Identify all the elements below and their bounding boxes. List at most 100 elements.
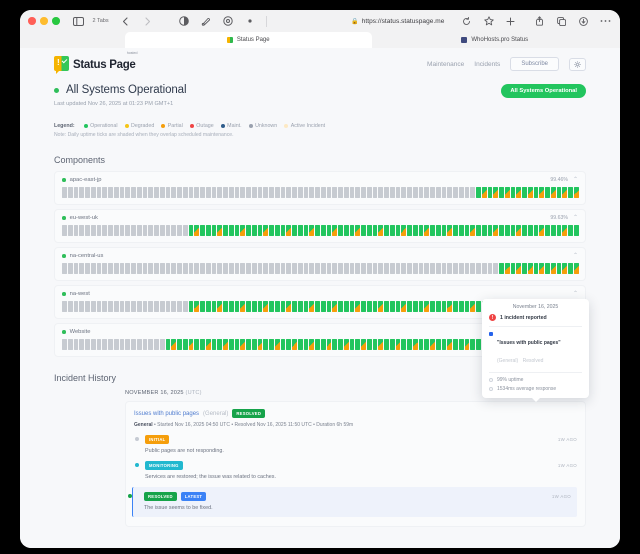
uptime-tick[interactable] <box>165 263 171 274</box>
uptime-tick[interactable] <box>303 187 309 198</box>
uptime-tick[interactable] <box>522 263 527 274</box>
uptime-tick[interactable] <box>62 339 67 350</box>
uptime-tick[interactable] <box>234 187 240 198</box>
uptime-tick[interactable] <box>332 187 337 198</box>
uptime-tick[interactable] <box>280 263 286 274</box>
uptime-tick[interactable] <box>108 339 113 350</box>
uptime-tick[interactable] <box>539 187 544 198</box>
uptime-tick[interactable] <box>539 263 544 274</box>
uptime-tick[interactable] <box>499 263 504 274</box>
uptime-tick[interactable] <box>412 263 418 274</box>
uptime-tick[interactable] <box>550 187 556 198</box>
uptime-tick[interactable] <box>424 339 429 350</box>
uptime-tick[interactable] <box>343 339 349 350</box>
uptime-tick[interactable] <box>136 225 142 236</box>
uptime-tick[interactable] <box>355 225 360 236</box>
nav-incidents[interactable]: Incidents <box>474 60 501 68</box>
uptime-tick[interactable] <box>154 339 159 350</box>
uptime-tick[interactable] <box>441 339 447 350</box>
uptime-tick[interactable] <box>79 187 84 198</box>
uptime-tick[interactable] <box>67 339 73 350</box>
uptime-tick[interactable] <box>372 225 378 236</box>
uptime-tick[interactable] <box>361 225 366 236</box>
uptime-tick[interactable] <box>453 187 458 198</box>
uptime-tick[interactable] <box>493 187 498 198</box>
uptime-tick[interactable] <box>533 187 539 198</box>
uptime-tick[interactable] <box>355 301 360 312</box>
uptime-tick[interactable] <box>125 301 130 312</box>
uptime-tick[interactable] <box>280 187 286 198</box>
uptime-tick[interactable] <box>355 263 360 274</box>
uptime-tick[interactable] <box>67 225 73 236</box>
uptime-tick[interactable] <box>159 301 165 312</box>
uptime-tick[interactable] <box>154 301 159 312</box>
uptime-tick[interactable] <box>361 263 366 274</box>
component-card[interactable]: apac-east-jp 99.46% ⌃ <box>54 171 586 205</box>
uptime-tick[interactable] <box>113 301 119 312</box>
uptime-tick[interactable] <box>510 187 516 198</box>
uptime-tick[interactable] <box>274 263 280 274</box>
uptime-tick[interactable] <box>125 187 130 198</box>
address-bar[interactable]: 🔒 https://status.statuspage.me <box>279 14 517 28</box>
uptime-tick[interactable] <box>177 187 182 198</box>
uptime-tick[interactable] <box>257 187 263 198</box>
uptime-tick[interactable] <box>269 187 274 198</box>
uptime-tick[interactable] <box>361 339 366 350</box>
uptime-tick[interactable] <box>453 301 458 312</box>
uptime-tick[interactable] <box>79 225 84 236</box>
uptime-tick[interactable] <box>435 187 441 198</box>
uptime-tick[interactable] <box>303 263 309 274</box>
uptime-tick[interactable] <box>292 187 297 198</box>
uptime-tick[interactable] <box>73 225 79 236</box>
uptime-tick[interactable] <box>297 301 303 312</box>
chevron-up-icon[interactable]: ⌃ <box>572 215 578 221</box>
uptime-tick[interactable] <box>125 339 130 350</box>
uptime-tick[interactable] <box>389 225 395 236</box>
uptime-tick[interactable] <box>303 339 309 350</box>
uptime-tick[interactable] <box>79 339 84 350</box>
uptime-tick[interactable] <box>384 301 389 312</box>
uptime-tick[interactable] <box>200 225 205 236</box>
uptime-tick[interactable] <box>326 339 332 350</box>
uptime-tick[interactable] <box>240 263 245 274</box>
uptime-tick[interactable] <box>343 187 349 198</box>
uptime-tick[interactable] <box>200 301 205 312</box>
uptime-tick[interactable] <box>395 301 401 312</box>
chevron-up-icon[interactable]: ⌃ <box>572 291 578 297</box>
uptime-tick[interactable] <box>470 225 475 236</box>
uptime-tick[interactable] <box>464 225 470 236</box>
uptime-tick[interactable] <box>154 225 159 236</box>
page-style-icon[interactable] <box>200 15 213 28</box>
uptime-tick[interactable] <box>338 301 343 312</box>
uptime-tick[interactable] <box>326 263 332 274</box>
uptime-tick[interactable] <box>217 225 222 236</box>
uptime-tick[interactable] <box>142 187 148 198</box>
uptime-tick[interactable] <box>292 301 297 312</box>
uptime-tick[interactable] <box>320 339 326 350</box>
uptime-tick[interactable] <box>131 263 136 274</box>
uptime-tick[interactable] <box>447 263 452 274</box>
uptime-tick[interactable] <box>470 339 475 350</box>
uptime-tick[interactable] <box>142 339 148 350</box>
uptime-tick[interactable] <box>510 263 516 274</box>
uptime-tick[interactable] <box>171 187 176 198</box>
uptime-tick[interactable] <box>194 339 199 350</box>
uptime-tick[interactable] <box>326 187 332 198</box>
uptime-tick[interactable] <box>401 187 406 198</box>
uptime-tick[interactable] <box>286 301 291 312</box>
uptime-tick[interactable] <box>562 263 567 274</box>
uptime-tick[interactable] <box>453 225 458 236</box>
brand-logo[interactable]: ! Status Page hosted <box>54 51 138 74</box>
forward-icon[interactable] <box>141 15 154 28</box>
uptime-tick[interactable] <box>338 263 343 274</box>
uptime-tick[interactable] <box>205 263 211 274</box>
uptime-tick[interactable] <box>96 187 102 198</box>
uptime-tick[interactable] <box>545 187 550 198</box>
close-window-button[interactable] <box>28 17 36 25</box>
tab-whohosts-status[interactable]: WhoHosts.pro Status <box>372 32 619 48</box>
uptime-tick[interactable] <box>67 301 73 312</box>
uptime-tick[interactable] <box>148 225 153 236</box>
uptime-tick[interactable] <box>263 339 268 350</box>
uptime-tick[interactable] <box>263 225 268 236</box>
uptime-tick[interactable] <box>136 263 142 274</box>
